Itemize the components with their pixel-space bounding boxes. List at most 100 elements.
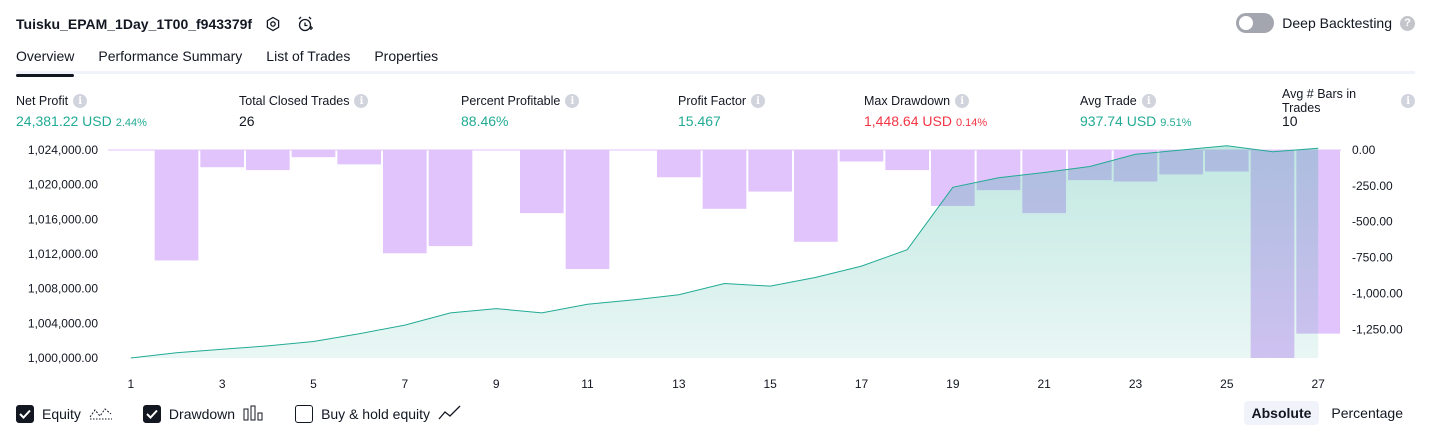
drawdown-bar	[565, 150, 610, 270]
metric-value: 10	[1282, 113, 1298, 129]
left-tick-label: 1,008,000.00	[28, 282, 98, 296]
legend-drawdown[interactable]: Drawdown	[142, 405, 265, 424]
x-tick-label: 21	[1037, 377, 1051, 391]
x-tick-label: 9	[493, 377, 500, 391]
right-axis: 0.00 -250.00 -500.00 -750.00 -1,000.00 -1,250…	[1352, 143, 1403, 336]
left-tick-label: 1,016,000.00	[28, 212, 98, 226]
settings-icon[interactable]	[262, 13, 284, 35]
equity-fill	[130, 145, 1319, 358]
left-tick-label: 1,000,000.00	[28, 351, 98, 365]
info-icon[interactable]: i	[73, 94, 88, 108]
metric-label: Avg # Bars in Trades	[1282, 87, 1357, 115]
metric-pct: 2.44%	[115, 117, 147, 129]
left-tick-label: 1,012,000.00	[28, 247, 98, 261]
tab-list-of-trades[interactable]: List of Trades	[266, 48, 351, 64]
x-tick-label: 15	[763, 377, 777, 391]
metrics-row: Net Profit i 24,381.22 USD 2.44% Total Clo…	[16, 87, 1415, 133]
metric-value: 26	[239, 113, 255, 129]
info-icon[interactable]: i	[565, 94, 580, 108]
equity-checkbox[interactable]	[16, 405, 34, 423]
drawdown-bar	[885, 150, 929, 171]
metric-max-drawdown: Max Drawdown i 1,448.64 USD 0.14%	[864, 93, 987, 129]
metric-value: 937.74 USD	[1080, 113, 1157, 129]
info-icon[interactable]: i	[1401, 94, 1415, 108]
drawdown-bar	[246, 150, 290, 171]
buy-hold-checkbox[interactable]	[295, 405, 314, 423]
legend-label: Drawdown	[168, 406, 236, 422]
legend-equity[interactable]: Equity	[16, 405, 113, 424]
chart-legend: Equity Drawdown Buy & hold equity	[16, 403, 462, 425]
drawdown-bar	[154, 150, 199, 261]
x-tick-label: 7	[401, 377, 408, 391]
right-tick-label: -250.00	[1352, 179, 1393, 193]
equity-line	[130, 145, 1319, 359]
right-tick-label: -750.00	[1352, 251, 1393, 265]
info-icon[interactable]: i	[955, 94, 970, 108]
x-tick-label: 5	[310, 377, 317, 391]
metric-avg-trade: Avg Trade i 937.74 USD 9.51%	[1080, 93, 1191, 129]
right-tick-label: -1,250.00	[1352, 322, 1403, 336]
deep-backtesting: Deep Backtesting ?	[1236, 13, 1415, 33]
tab-performance-summary[interactable]: Performance Summary	[98, 48, 243, 64]
x-tick-label: 23	[1129, 377, 1143, 391]
tab-properties[interactable]: Properties	[374, 48, 439, 64]
left-axis: 1,024,000.00 1,020,000.00 1,016,000.00 1,01…	[28, 143, 98, 365]
drawdown-checkbox[interactable]	[142, 405, 161, 423]
help-icon[interactable]: ?	[1400, 15, 1415, 31]
deep-backtesting-label: Deep Backtesting	[1282, 15, 1392, 31]
drawdown-bar	[337, 150, 381, 165]
x-tick-label: 3	[219, 377, 226, 391]
right-tick-label: -1,000.00	[1352, 286, 1403, 300]
metric-pct: 9.51%	[1160, 117, 1192, 129]
left-tick-label: 1,020,000.00	[28, 178, 98, 192]
report-tabs: Overview Performance Summary List of Tra…	[16, 44, 1415, 77]
metric-net-profit: Net Profit i 24,381.22 USD 2.44%	[16, 93, 147, 129]
x-tick-label: 11	[581, 377, 594, 391]
metric-value: 1,448.64 USD	[864, 113, 952, 129]
info-icon[interactable]: i	[1141, 94, 1156, 108]
legend-label: Equity	[42, 406, 81, 422]
toggle-knob	[1239, 16, 1254, 30]
metric-profit-factor: Profit Factor i 15.467	[678, 93, 766, 129]
x-tick-label: 19	[946, 377, 960, 391]
metric-avg-bars: Avg # Bars in Trades i 10	[1282, 87, 1415, 129]
drawdown-bar	[520, 150, 564, 214]
legend-buy-hold[interactable]: Buy & hold equity	[295, 405, 462, 424]
x-tick-label: 25	[1220, 377, 1234, 391]
metric-total-closed-trades: Total Closed Trades i 26	[239, 93, 369, 129]
drawdown-bars-icon	[243, 405, 265, 424]
absolute-button[interactable]: Absolute	[1243, 401, 1320, 425]
metric-percent-profitable: Percent Profitable i 88.46%	[461, 93, 580, 129]
metric-label: Profit Factor	[678, 94, 747, 108]
right-tick-label: -500.00	[1352, 215, 1393, 229]
x-tick-label: 1	[127, 377, 134, 391]
percentage-button[interactable]: Percentage	[1331, 405, 1403, 421]
metric-label: Net Profit	[16, 94, 69, 108]
left-tick-label: 1,004,000.00	[28, 316, 98, 330]
metric-value: 24,381.22 USD	[16, 113, 112, 129]
equity-drawdown-chart: 1,024,000.00 1,020,000.00 1,016,000.00 1,01…	[28, 143, 1403, 391]
equity-line-icon	[89, 405, 113, 424]
strategy-header: Tuisku_EPAM_1Day_1T00_f943379f	[16, 12, 316, 36]
drawdown-bar	[383, 150, 427, 254]
add-alert-icon[interactable]	[294, 13, 316, 35]
tab-overview[interactable]: Overview	[16, 44, 75, 77]
info-icon[interactable]: i	[354, 94, 369, 108]
x-axis: 1 3 5 7 9 11 13 15 17 19 21 23 25 27	[127, 377, 1325, 391]
metric-pct: 0.14%	[955, 117, 988, 129]
deep-backtesting-toggle[interactable]	[1236, 13, 1275, 33]
drawdown-bar	[428, 150, 473, 247]
info-icon[interactable]: i	[751, 94, 766, 108]
buy-hold-line-icon	[438, 405, 462, 424]
strategy-title: Tuisku_EPAM_1Day_1T00_f943379f	[16, 16, 253, 32]
right-tick-label: 0.00	[1352, 143, 1376, 157]
metric-label: Avg Trade	[1080, 94, 1137, 108]
display-mode: Absolute Percentage	[1243, 401, 1412, 425]
x-tick-label: 27	[1311, 377, 1325, 391]
drawdown-bar	[839, 150, 884, 162]
left-tick-label: 1,024,000.00	[28, 143, 98, 157]
metric-label: Max Drawdown	[864, 94, 951, 108]
legend-label: Buy & hold equity	[321, 406, 431, 422]
metric-label: Percent Profitable	[461, 94, 561, 108]
equity-area	[130, 145, 1319, 359]
